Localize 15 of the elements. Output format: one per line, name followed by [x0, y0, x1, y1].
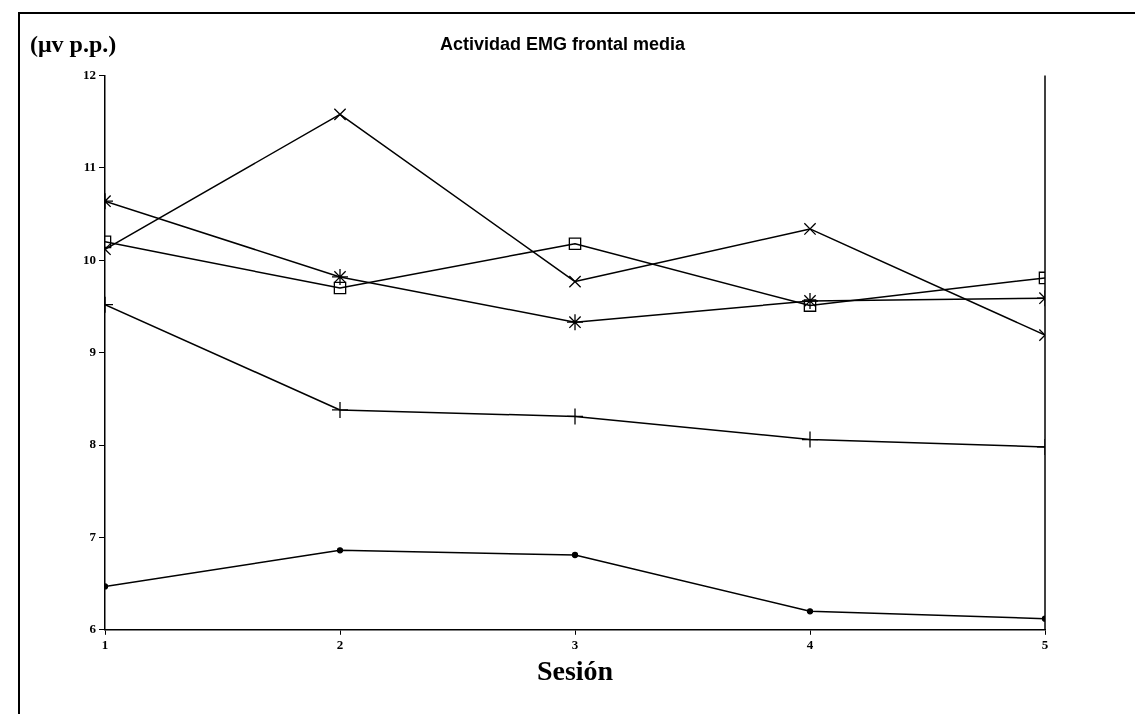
- x-tick-label: 2: [336, 636, 344, 652]
- y-tick-label: 7: [89, 528, 97, 544]
- y-tick-label: 10: [83, 251, 96, 267]
- y-tick-label: 9: [89, 344, 97, 360]
- x-tick-label: 4: [806, 636, 814, 652]
- y-tick-label: 12: [83, 66, 96, 82]
- x-tick-label: 3: [571, 636, 579, 652]
- x-tick-label: 1: [101, 636, 109, 652]
- y-tick-label: 8: [89, 436, 97, 452]
- x-tick-label: 5: [1041, 636, 1049, 652]
- y-tick-label: 11: [83, 159, 96, 175]
- x-axis-title: Sesión: [536, 655, 614, 687]
- y-tick-label: 6: [89, 621, 97, 637]
- y-axis-title: (μv p.p.): [30, 31, 117, 58]
- chart-title: Actividad EMG frontal media: [439, 33, 686, 54]
